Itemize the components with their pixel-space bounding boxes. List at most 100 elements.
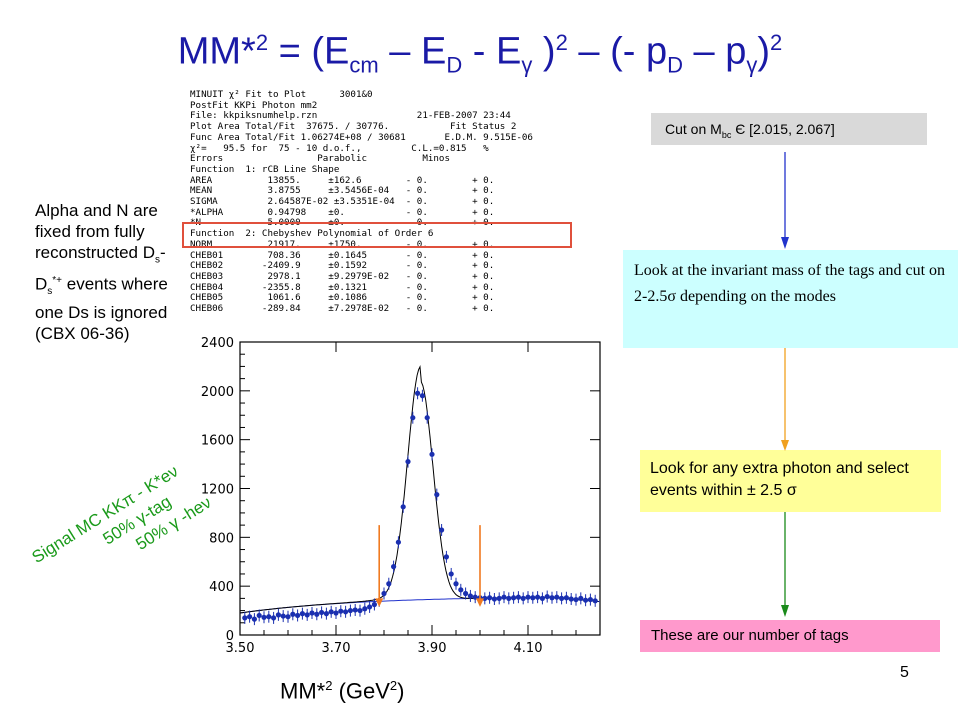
data-point [554, 594, 560, 600]
data-point [525, 594, 531, 600]
data-point [319, 609, 325, 616]
data-point [304, 612, 310, 618]
data-point [573, 596, 579, 603]
y-tick-label: 1600 [201, 434, 234, 449]
data-point [439, 527, 445, 533]
data-point [362, 606, 368, 612]
data-point [511, 595, 517, 601]
data-point [371, 601, 377, 608]
plot-frame [239, 341, 601, 636]
data-point [395, 539, 401, 545]
data-point [424, 415, 430, 421]
data-point [266, 614, 272, 620]
data-point [530, 595, 536, 601]
total-fit-curve [239, 364, 599, 614]
cut-marker-head [476, 598, 484, 607]
data-point [323, 611, 329, 617]
data-point [333, 610, 339, 616]
data-point [357, 607, 363, 614]
data-point [467, 593, 473, 599]
data-point [496, 595, 502, 601]
y-tick-label: 2400 [201, 336, 234, 351]
data-point [367, 604, 373, 610]
minuit-line: CHEB03 2978.1 ±9.2979E-02 - 0. + 0. [190, 270, 495, 282]
minuit-line: CHEB01 708.36 ±0.1645 - 0. + 0. [190, 249, 495, 261]
data-point [415, 390, 421, 396]
data-point [338, 608, 344, 614]
data-point [583, 597, 589, 603]
data-point [386, 581, 392, 587]
data-point [563, 595, 569, 601]
data-point [242, 615, 248, 621]
data-point [410, 415, 416, 421]
data-point [343, 609, 349, 615]
data-point [544, 593, 550, 600]
x-tick-label: 4.10 [514, 641, 543, 655]
minuit-line: Func Area Total/Fit 1.06274E+08 / 30681 … [190, 131, 533, 143]
data-point [434, 492, 440, 498]
minuit-line: NORM 21917. ±1750. - 0. + 0. [190, 238, 495, 250]
page-number: 5 [900, 664, 909, 681]
data-point [578, 595, 584, 601]
data-point [261, 614, 267, 620]
x-axis-label: MM*2 (GeV2) [280, 678, 405, 704]
data-point [295, 612, 301, 619]
data-point [352, 607, 358, 613]
minuit-line: χ²= 95.5 for 75 - 10 d.o.f., C.L.=0.815 … [190, 142, 489, 154]
y-tick-label: 400 [209, 580, 234, 595]
minuit-line: SIGMA 2.64587E-02 ±3.5351E-04 - 0. + 0. [190, 196, 495, 208]
invariant-mass-box: Look at the invariant mass of the tags a… [623, 250, 958, 348]
data-point [458, 587, 464, 593]
data-point [443, 554, 449, 560]
data-point [506, 595, 512, 601]
data-point [290, 611, 296, 617]
data-point [419, 393, 425, 399]
data-point [587, 596, 593, 603]
arrow-3-head [781, 605, 789, 617]
data-point [251, 616, 257, 622]
minuit-line: MINUIT χ² Fit to Plot 3001&0 [190, 89, 373, 100]
data-point [405, 459, 411, 465]
data-point [280, 613, 286, 619]
minuit-line: Function 1: rCB Line Shape [190, 163, 340, 175]
minuit-line: *ALPHA 0.94798 ±0. - 0. + 0. [190, 206, 495, 218]
data-point [463, 590, 469, 597]
arrow-2-head [781, 440, 789, 451]
data-point [271, 615, 277, 621]
y-tick-label: 800 [209, 531, 234, 546]
data-point [491, 596, 497, 602]
data-point [559, 595, 565, 601]
x-tick-label: 3.50 [226, 641, 255, 655]
arrow-1-head [781, 237, 789, 249]
data-point [482, 595, 488, 601]
minuit-line: CHEB02 -2409.9 ±0.1592 - 0. + 0. [190, 260, 495, 272]
data-point [539, 595, 545, 601]
minuit-line: MEAN 3.8755 ±3.5456E-04 - 0. + 0. [190, 185, 495, 197]
x-tick-label: 3.90 [418, 641, 447, 655]
y-tick-label: 0 [226, 629, 234, 644]
minuit-line: Errors Parabolic Minos [190, 153, 450, 165]
data-point [347, 607, 353, 614]
data-point [285, 614, 291, 620]
data-point [515, 594, 521, 600]
data-point [309, 610, 315, 616]
minuit-line: AREA 13855. ±162.6 - 0. + 0. [190, 174, 495, 186]
data-point [592, 598, 598, 604]
minuit-line: Plot Area Total/Fit 37675. / 30776. Fit … [190, 121, 517, 133]
slide-title: MM*2 = (Ecm – ED - Eγ )2 – (- pD – pγ)2 [177, 30, 783, 78]
data-point [328, 609, 334, 615]
mm2-fit-plot: 0 400 800 1200 1600 2000 2400 3.50 3.70 3.90 4.10 [201, 336, 601, 655]
data-point [568, 596, 574, 602]
data-point [448, 571, 454, 577]
extra-photon-box: Look for any extra photon and select eve… [640, 450, 941, 512]
data-point [391, 564, 397, 570]
minuit-line: CHEB06 -289.84 ±7.2978E-02 - 0. + 0. [190, 303, 495, 315]
data-point [429, 451, 435, 457]
minuit-line: Function 2: Chebyshev Polynomial of Orde… [190, 228, 434, 240]
data-point [520, 595, 526, 601]
minuit-line: File: kkpiksnumhelp.rzn 21-FEB-2007 23:4… [190, 110, 511, 122]
data-point [453, 581, 459, 587]
minuit-line: CHEB04 -2355.8 ±0.1321 - 0. + 0. [190, 281, 495, 293]
cut-marker-head [375, 598, 384, 607]
data-point [487, 595, 493, 601]
